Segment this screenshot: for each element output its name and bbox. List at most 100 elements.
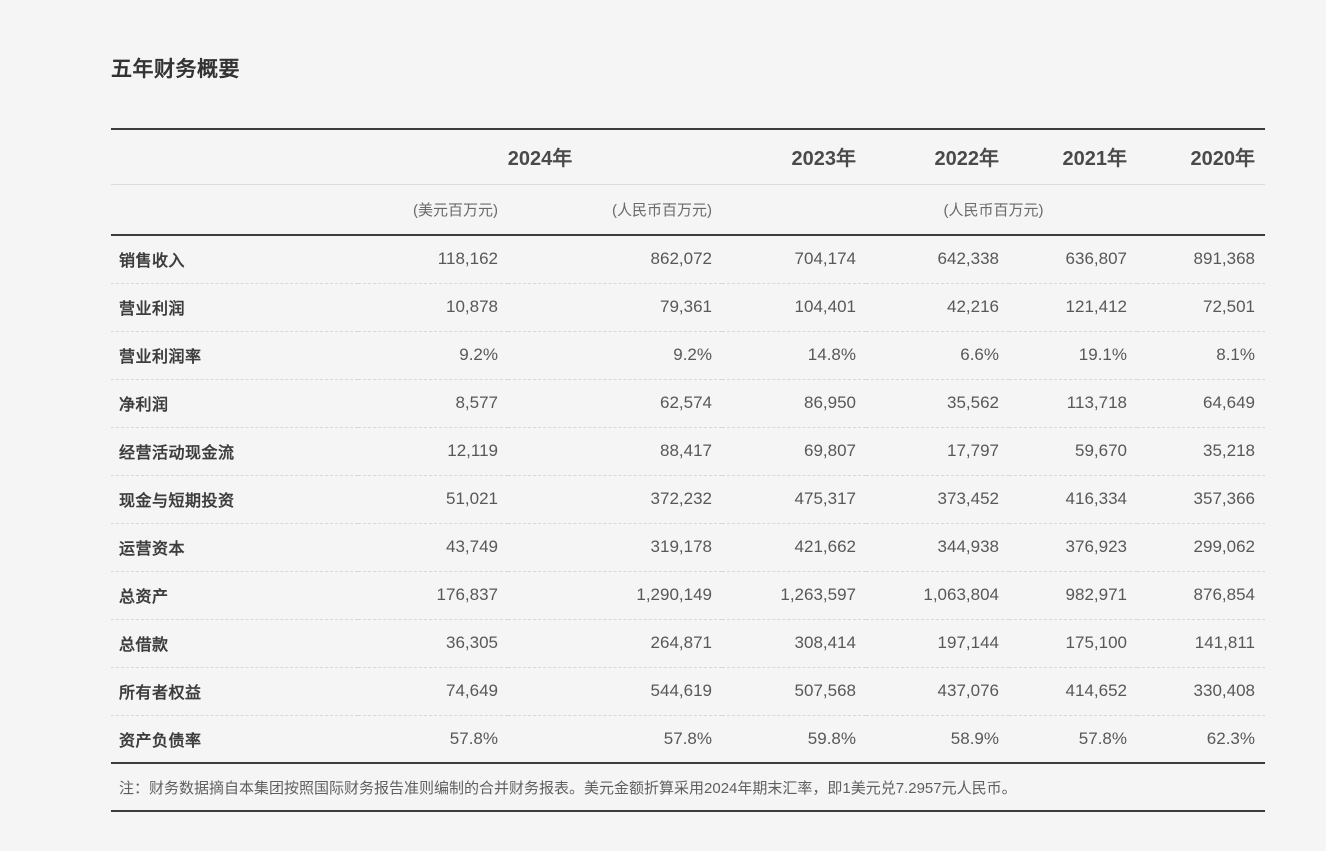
cell-value: 62.3% xyxy=(1137,715,1265,764)
cell-value: 891,368 xyxy=(1137,235,1265,284)
row-label: 所有者权益 xyxy=(111,667,358,716)
year-header-2023: 2023年 xyxy=(722,128,866,185)
cell-value: 319,178 xyxy=(508,523,722,572)
cell-value: 72,501 xyxy=(1137,283,1265,332)
cell-value: 62,574 xyxy=(508,379,722,428)
year-header-2022: 2022年 xyxy=(866,128,1009,185)
cell-value: 373,452 xyxy=(866,475,1009,524)
cell-value: 862,072 xyxy=(508,235,722,284)
cell-value: 121,412 xyxy=(1009,283,1137,332)
cell-value: 6.6% xyxy=(866,331,1009,380)
cell-value: 59,670 xyxy=(1009,427,1137,476)
cell-value: 264,871 xyxy=(508,619,722,668)
row-label: 运营资本 xyxy=(111,523,358,572)
unit-rmb-millions: (人民币百万元) xyxy=(508,184,722,236)
table-row-net-profit: 净利润 8,577 62,574 86,950 35,562 113,718 6… xyxy=(111,379,1265,428)
header-spacer xyxy=(111,184,358,236)
cell-value: 876,854 xyxy=(1137,571,1265,620)
cell-value: 12,119 xyxy=(358,427,508,476)
five-year-financial-summary-table: 2024年 2023年 2022年 2021年 2020年 (美元百万元) (人… xyxy=(111,128,1265,812)
cell-value: 330,408 xyxy=(1137,667,1265,716)
table-row-total-borrowings: 总借款 36,305 264,871 308,414 197,144 175,1… xyxy=(111,619,1265,668)
table-row-working-capital: 运营资本 43,749 319,178 421,662 344,938 376,… xyxy=(111,523,1265,572)
cell-value: 113,718 xyxy=(1009,379,1137,428)
cell-value: 507,568 xyxy=(722,667,866,716)
row-label: 销售收入 xyxy=(111,235,358,284)
table-row-operating-margin: 营业利润率 9.2% 9.2% 14.8% 6.6% 19.1% 8.1% xyxy=(111,331,1265,380)
cell-value: 57.8% xyxy=(358,715,508,764)
cell-value: 299,062 xyxy=(1137,523,1265,572)
row-label: 现金与短期投资 xyxy=(111,475,358,524)
table-row-operating-profit: 营业利润 10,878 79,361 104,401 42,216 121,41… xyxy=(111,283,1265,332)
cell-value: 57.8% xyxy=(1009,715,1137,764)
year-header-2024: 2024年 xyxy=(358,128,722,185)
unit-usd-millions: (美元百万元) xyxy=(358,184,508,236)
cell-value: 69,807 xyxy=(722,427,866,476)
page-title: 五年财务概要 xyxy=(111,58,240,81)
cell-value: 88,417 xyxy=(508,427,722,476)
header-spacer xyxy=(111,128,358,185)
cell-value: 104,401 xyxy=(722,283,866,332)
table-row-total-assets: 总资产 176,837 1,290,149 1,263,597 1,063,80… xyxy=(111,571,1265,620)
cell-value: 475,317 xyxy=(722,475,866,524)
row-label: 总借款 xyxy=(111,619,358,668)
cell-value: 414,652 xyxy=(1009,667,1137,716)
year-header-row: 2024年 2023年 2022年 2021年 2020年 xyxy=(111,128,1265,185)
cell-value: 57.8% xyxy=(508,715,722,764)
cell-value: 79,361 xyxy=(508,283,722,332)
table-header: 2024年 2023年 2022年 2021年 2020年 (美元百万元) (人… xyxy=(111,128,1265,236)
row-label: 总资产 xyxy=(111,571,358,620)
table-row-cash-short-term-investments: 现金与短期投资 51,021 372,232 475,317 373,452 4… xyxy=(111,475,1265,524)
cell-value: 421,662 xyxy=(722,523,866,572)
row-label: 资产负债率 xyxy=(111,715,358,764)
row-label: 经营活动现金流 xyxy=(111,427,358,476)
cell-value: 59.8% xyxy=(722,715,866,764)
cell-value: 8.1% xyxy=(1137,331,1265,380)
cell-value: 118,162 xyxy=(358,235,508,284)
cell-value: 36,305 xyxy=(358,619,508,668)
cell-value: 141,811 xyxy=(1137,619,1265,668)
cell-value: 372,232 xyxy=(508,475,722,524)
cell-value: 43,749 xyxy=(358,523,508,572)
footnote-text: 注：财务数据摘自本集团按照国际财务报告准则编制的合并财务报表。美元金额折算采用2… xyxy=(111,763,1265,812)
table-body: 销售收入 118,162 862,072 704,174 642,338 636… xyxy=(111,235,1265,764)
cell-value: 704,174 xyxy=(722,235,866,284)
unit-header-row: (美元百万元) (人民币百万元) (人民币百万元) xyxy=(111,184,1265,236)
cell-value: 982,971 xyxy=(1009,571,1137,620)
cell-value: 1,263,597 xyxy=(722,571,866,620)
cell-value: 86,950 xyxy=(722,379,866,428)
cell-value: 19.1% xyxy=(1009,331,1137,380)
row-label: 营业利润率 xyxy=(111,331,358,380)
cell-value: 344,938 xyxy=(866,523,1009,572)
cell-value: 544,619 xyxy=(508,667,722,716)
cell-value: 35,562 xyxy=(866,379,1009,428)
cell-value: 35,218 xyxy=(1137,427,1265,476)
table-row-owners-equity: 所有者权益 74,649 544,619 507,568 437,076 414… xyxy=(111,667,1265,716)
unit-rmb-millions-span: (人民币百万元) xyxy=(722,184,1265,236)
cell-value: 416,334 xyxy=(1009,475,1137,524)
cell-value: 357,366 xyxy=(1137,475,1265,524)
cell-value: 42,216 xyxy=(866,283,1009,332)
cell-value: 437,076 xyxy=(866,667,1009,716)
table-row-debt-to-asset-ratio: 资产负债率 57.8% 57.8% 59.8% 58.9% 57.8% 62.3… xyxy=(111,715,1265,764)
cell-value: 74,649 xyxy=(358,667,508,716)
cell-value: 1,290,149 xyxy=(508,571,722,620)
cell-value: 10,878 xyxy=(358,283,508,332)
cell-value: 9.2% xyxy=(358,331,508,380)
table-footer: 注：财务数据摘自本集团按照国际财务报告准则编制的合并财务报表。美元金额折算采用2… xyxy=(111,763,1265,812)
cell-value: 58.9% xyxy=(866,715,1009,764)
cell-value: 376,923 xyxy=(1009,523,1137,572)
row-label: 营业利润 xyxy=(111,283,358,332)
cell-value: 642,338 xyxy=(866,235,1009,284)
cell-value: 64,649 xyxy=(1137,379,1265,428)
cell-value: 9.2% xyxy=(508,331,722,380)
year-header-2021: 2021年 xyxy=(1009,128,1137,185)
cell-value: 1,063,804 xyxy=(866,571,1009,620)
cell-value: 8,577 xyxy=(358,379,508,428)
cell-value: 197,144 xyxy=(866,619,1009,668)
cell-value: 308,414 xyxy=(722,619,866,668)
cell-value: 17,797 xyxy=(866,427,1009,476)
table-row-sales-revenue: 销售收入 118,162 862,072 704,174 642,338 636… xyxy=(111,235,1265,284)
cell-value: 51,021 xyxy=(358,475,508,524)
